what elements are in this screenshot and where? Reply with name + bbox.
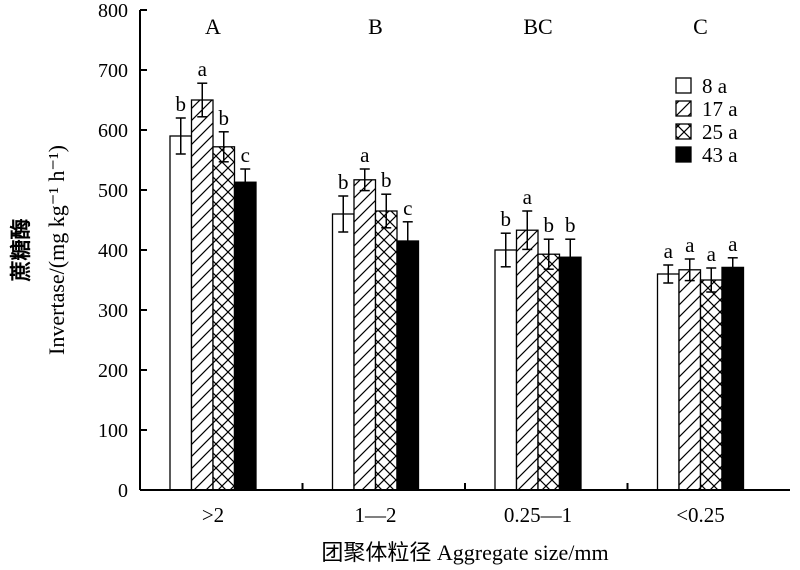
significance-letter: b — [565, 213, 576, 237]
legend-swatch — [675, 77, 692, 94]
bar — [212, 146, 236, 491]
bar — [699, 279, 723, 491]
legend-label: 8 a — [702, 74, 728, 98]
legend-label: 43 a — [702, 143, 738, 167]
bar — [721, 266, 745, 491]
legend-swatch — [675, 146, 692, 163]
significance-letter: a — [707, 242, 717, 266]
bar — [515, 229, 539, 491]
y-tick-label: 400 — [98, 240, 128, 262]
x-tick-label: 0.25—1 — [504, 503, 572, 527]
significance-letter: a — [728, 232, 738, 256]
legend-swatch — [675, 123, 692, 140]
y-tick-label: 500 — [98, 180, 128, 202]
y-tick-label: 800 — [98, 0, 128, 22]
group-letter: BC — [523, 14, 552, 39]
group-letter: A — [205, 14, 221, 39]
legend-swatch — [675, 100, 692, 117]
bar — [656, 273, 680, 491]
significance-letter: a — [685, 233, 695, 257]
y-tick-label: 300 — [98, 300, 128, 322]
significance-letter: c — [403, 196, 412, 220]
y-tick-label: 700 — [98, 60, 128, 82]
bar — [678, 269, 702, 491]
y-tick-label: 100 — [98, 420, 128, 442]
significance-letter: a — [360, 143, 370, 167]
group-letter: B — [368, 14, 383, 39]
legend: 8 a17 a25 a43 a — [675, 74, 738, 167]
x-tick-label: >2 — [202, 503, 224, 527]
x-tick-label: 1—2 — [355, 503, 397, 527]
x-tick-label: <0.25 — [676, 503, 725, 527]
legend-label: 25 a — [702, 120, 738, 144]
significance-letter: b — [501, 207, 512, 231]
bar — [558, 256, 582, 491]
bar — [169, 135, 193, 491]
bar — [396, 240, 420, 491]
y-axis-title-chinese: 蔗糖酶 — [9, 219, 33, 283]
bar — [233, 181, 257, 491]
significance-letter: a — [523, 185, 533, 209]
bar — [353, 179, 377, 491]
group-letter: C — [693, 14, 708, 39]
x-axis-title: 团聚体粒径 Aggregate size/mm — [321, 540, 608, 565]
significance-letter: b — [338, 170, 349, 194]
significance-letter: b — [381, 168, 392, 192]
legend-label: 17 a — [702, 97, 738, 121]
bar — [537, 253, 561, 491]
significance-letter: b — [176, 92, 187, 116]
significance-letter: c — [241, 143, 250, 167]
significance-letter: a — [198, 57, 208, 81]
significance-letter: b — [544, 213, 555, 237]
bar — [494, 249, 518, 491]
y-axis-title: Invertase/(mg kg⁻¹ h⁻¹) — [44, 145, 69, 355]
y-tick-label: 0 — [118, 480, 128, 502]
y-tick-label: 600 — [98, 120, 128, 142]
bar — [190, 99, 214, 491]
bar — [374, 210, 398, 491]
bar — [331, 213, 355, 491]
significance-letter: a — [664, 239, 674, 263]
significance-letter: b — [219, 106, 230, 130]
y-tick-label: 200 — [98, 360, 128, 382]
